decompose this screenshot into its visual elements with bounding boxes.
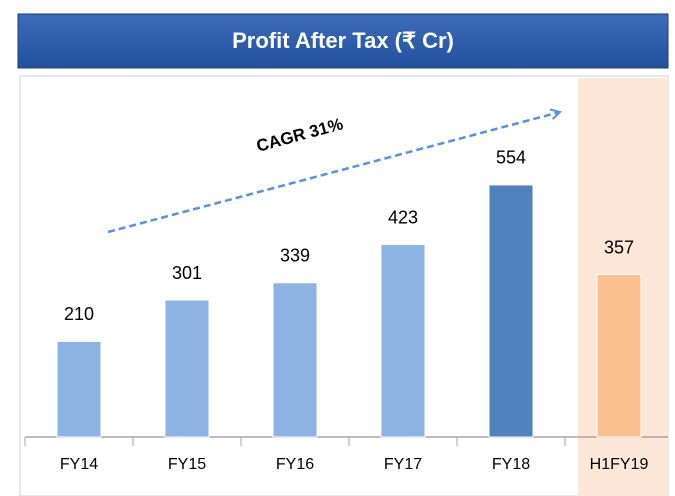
- x-tick-label: FY18: [492, 456, 530, 473]
- value-label: 301: [172, 263, 202, 283]
- value-label: 423: [388, 207, 418, 227]
- plot-frame: [19, 75, 669, 496]
- bar: [596, 274, 642, 438]
- x-tick-label: FY17: [384, 456, 422, 473]
- bar: [380, 244, 426, 438]
- x-tick-label: FY15: [168, 456, 206, 473]
- x-tick-label: FY16: [276, 456, 314, 473]
- bar: [164, 299, 210, 438]
- value-label: 339: [280, 246, 310, 266]
- bar: [272, 282, 318, 438]
- trend-arrow: [107, 112, 560, 234]
- value-label: 210: [64, 304, 94, 324]
- value-label: 357: [604, 237, 634, 257]
- title-banner: [17, 13, 669, 69]
- value-label: 554: [496, 148, 526, 168]
- bar: [488, 184, 534, 438]
- category-ticks: [24, 437, 566, 446]
- x-tick-label: H1FY19: [590, 456, 649, 473]
- chart-title: Profit After Tax (₹ Cr): [232, 28, 454, 53]
- x-tick-label: FY14: [60, 456, 98, 473]
- bar: [56, 340, 102, 438]
